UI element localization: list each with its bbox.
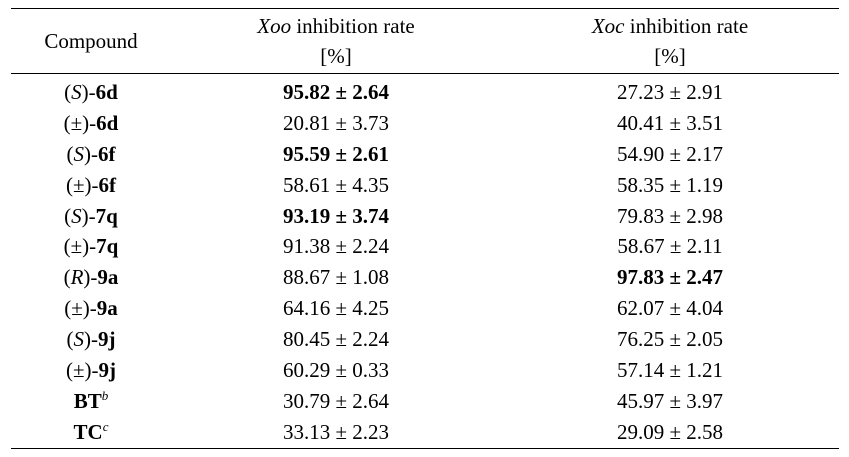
- table-row: (S)-9j 80.45 ± 2.24 76.25 ± 2.05: [11, 324, 839, 355]
- compound-connector: )-: [81, 79, 96, 104]
- top-rule: [11, 8, 839, 9]
- compound-cell: TCc: [11, 420, 171, 445]
- xoc-value: 54.90 ± 2.17: [616, 141, 724, 166]
- header-compound: Compound: [44, 29, 138, 53]
- compound-connector: )-: [84, 141, 98, 166]
- compound-stereo: R: [70, 265, 84, 290]
- compound-stereo: S: [73, 327, 85, 352]
- xoo-value: 33.13 ± 2.23: [282, 419, 390, 444]
- compound-cell: (R)-9a: [11, 265, 171, 290]
- xoo-value: 95.59 ± 2.61: [282, 141, 390, 166]
- xoo-value: 93.19 ± 3.74: [282, 203, 390, 228]
- table-row: (±)-7q 91.38 ± 2.24 58.67 ± 2.11: [11, 231, 839, 262]
- xoc-value: 97.83 ± 2.47: [616, 265, 724, 290]
- table-row: (±)-6f 58.61 ± 4.35 58.35 ± 1.19: [11, 170, 839, 201]
- table-row: BTb 30.79 ± 2.64 45.97 ± 3.97: [11, 386, 839, 417]
- header-xoc-name: Xoc: [591, 14, 625, 38]
- xoc-value: 27.23 ± 2.91: [616, 79, 724, 104]
- compound-cell: (±)-6d: [11, 111, 171, 136]
- table-row: (±)-9j 60.29 ± 0.33 57.14 ± 1.21: [11, 355, 839, 386]
- xoc-value: 79.83 ± 2.98: [616, 203, 724, 228]
- compound-prefix: (: [66, 141, 74, 166]
- header-xoo-unit: [%]: [320, 44, 352, 68]
- table-row: (±)-9a 64.16 ± 4.25 62.07 ± 4.04: [11, 293, 839, 324]
- table-row: (S)-6f 95.59 ± 2.61 54.90 ± 2.17: [11, 139, 839, 170]
- header-xoc: Xoc inhibition rate [%]: [501, 9, 839, 73]
- compound-cell: (S)-6f: [11, 142, 171, 167]
- xoc-value: 57.14 ± 1.21: [616, 357, 724, 382]
- xoo-value: 80.45 ± 2.24: [282, 327, 390, 352]
- compound-cell: (±)-9a: [11, 296, 171, 321]
- xoc-value: 40.41 ± 3.51: [616, 110, 724, 135]
- xoo-value: 64.16 ± 4.25: [282, 296, 390, 321]
- xoc-value: 62.07 ± 4.04: [616, 296, 724, 321]
- compound-footnote: b: [101, 387, 109, 403]
- table-body: (S)-6d 95.82 ± 2.64 27.23 ± 2.91 (±)-6d 20.8…: [11, 74, 839, 448]
- table-row: (±)-6d 20.81 ± 3.73 40.41 ± 3.51: [11, 108, 839, 139]
- xoo-value: 91.38 ± 2.24: [282, 234, 390, 259]
- compound-prefix: (±)-: [63, 234, 97, 259]
- header-xoo-title: Xoo inhibition rate: [257, 11, 414, 41]
- compound-prefix: (±)-: [64, 296, 97, 321]
- compound-prefix: (±)-: [65, 172, 99, 197]
- compound-cell: (S)-7q: [11, 204, 171, 229]
- table-row: (R)-9a 88.67 ± 1.08 97.83 ± 2.47: [11, 262, 839, 293]
- xoc-value: 58.35 ± 1.19: [616, 172, 724, 197]
- table-header: Compound Xoo inhibition rate [%] Xoc inh…: [11, 9, 839, 73]
- table-row: (S)-7q 93.19 ± 3.74 79.83 ± 2.98: [11, 201, 839, 232]
- compound-prefix: (: [66, 327, 74, 352]
- xoo-value: 58.61 ± 4.35: [282, 172, 390, 197]
- xoc-value: 76.25 ± 2.05: [616, 327, 724, 352]
- header-xoo: Xoo inhibition rate [%]: [171, 9, 501, 73]
- xoc-value: 58.67 ± 2.11: [617, 234, 723, 259]
- compound-prefix: (±)-: [63, 110, 97, 135]
- xoo-value: 95.82 ± 2.64: [282, 79, 390, 104]
- compound-id: 6f: [98, 172, 117, 197]
- inhibition-table: Compound Xoo inhibition rate [%] Xoc inh…: [11, 8, 839, 449]
- compound-id: TC: [73, 419, 103, 444]
- xoc-value: 29.09 ± 2.58: [616, 419, 724, 444]
- compound-id: BT: [73, 388, 102, 413]
- compound-id: 7q: [95, 203, 118, 228]
- compound-connector: )-: [84, 327, 98, 352]
- compound-connector: )-: [81, 203, 96, 228]
- compound-id: 9a: [97, 265, 119, 290]
- compound-id: 9j: [98, 327, 116, 352]
- compound-connector: )-: [83, 265, 98, 290]
- header-xoc-label: inhibition rate: [624, 14, 749, 38]
- compound-prefix: (±)-: [65, 357, 99, 382]
- compound-prefix: (: [63, 265, 71, 290]
- compound-cell: (±)-6f: [11, 173, 171, 198]
- header-xoc-unit: [%]: [654, 44, 686, 68]
- compound-id: 9j: [98, 357, 117, 382]
- compound-cell: BTb: [11, 389, 171, 414]
- compound-stereo: S: [71, 79, 82, 104]
- compound-prefix: (: [64, 203, 72, 228]
- header-xoo-name: Xoo: [257, 14, 292, 38]
- compound-id: 9a: [96, 296, 118, 321]
- compound-footnote: c: [102, 418, 109, 434]
- compound-id: 7q: [96, 234, 119, 259]
- compound-stereo: S: [73, 141, 85, 166]
- table-row: (S)-6d 95.82 ± 2.64 27.23 ± 2.91: [11, 77, 839, 108]
- table-row: TCc 33.13 ± 2.23 29.09 ± 2.58: [11, 417, 839, 448]
- bottom-rule: [11, 447, 839, 449]
- xoo-value: 30.79 ± 2.64: [282, 388, 390, 413]
- header-xoc-title: Xoc inhibition rate: [592, 11, 748, 41]
- compound-cell: (±)-7q: [11, 234, 171, 259]
- compound-cell: (±)-9j: [11, 358, 171, 383]
- header-xoo-label: inhibition rate: [291, 14, 415, 38]
- xoo-value: 20.81 ± 3.73: [282, 110, 390, 135]
- header-rule: [11, 73, 839, 74]
- compound-id: 6d: [96, 110, 119, 135]
- compound-id: 6f: [98, 141, 116, 166]
- compound-id: 6d: [95, 79, 118, 104]
- compound-cell: (S)-6d: [11, 80, 171, 105]
- compound-stereo: S: [71, 203, 82, 228]
- compound-cell: (S)-9j: [11, 327, 171, 352]
- xoo-value: 88.67 ± 1.08: [282, 265, 390, 290]
- compound-prefix: (: [64, 79, 72, 104]
- xoo-value: 60.29 ± 0.33: [282, 357, 390, 382]
- xoc-value: 45.97 ± 3.97: [616, 388, 724, 413]
